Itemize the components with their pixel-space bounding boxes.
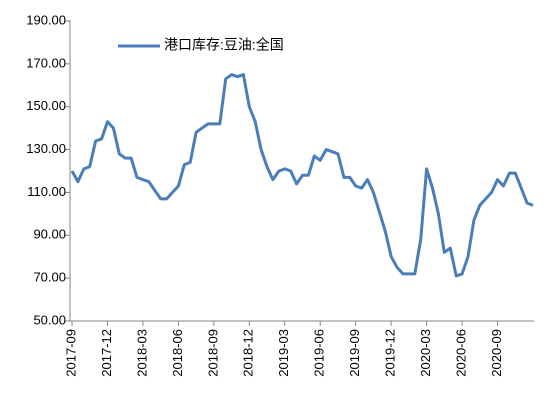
y-tick-label: 190.00 — [26, 12, 66, 27]
legend-label: 港口库存:豆油:全国 — [164, 37, 284, 53]
x-tick-label: 2019-03 — [276, 329, 291, 377]
x-tick-label: 2018-03 — [134, 329, 149, 377]
y-tick-label: 70.00 — [33, 270, 66, 285]
x-tick-label: 2018-06 — [170, 329, 185, 377]
x-tick-label: 2020-06 — [454, 329, 469, 377]
x-tick-label: 2020-03 — [418, 329, 433, 377]
data-line — [70, 73, 534, 278]
y-tick-label: 90.00 — [33, 227, 66, 242]
x-tick-label: 2019-06 — [312, 329, 327, 377]
x-tick-label: 2017-09 — [63, 329, 78, 377]
x-tick-label: 2020-09 — [489, 329, 504, 377]
x-tick-label: 2018-12 — [241, 329, 256, 377]
y-tick-label: 50.00 — [33, 312, 66, 327]
y-tick-label: 110.00 — [27, 184, 66, 199]
x-tick-label: 2019-12 — [383, 329, 398, 377]
x-tick-label: 2019-09 — [347, 329, 362, 377]
x-tick-label: 2017-12 — [99, 329, 114, 377]
y-tick-label: 150.00 — [26, 98, 66, 113]
x-tick-label: 2018-09 — [205, 329, 220, 377]
y-tick-label: 130.00 — [26, 141, 66, 156]
y-tick-label: 170.00 — [26, 55, 66, 70]
